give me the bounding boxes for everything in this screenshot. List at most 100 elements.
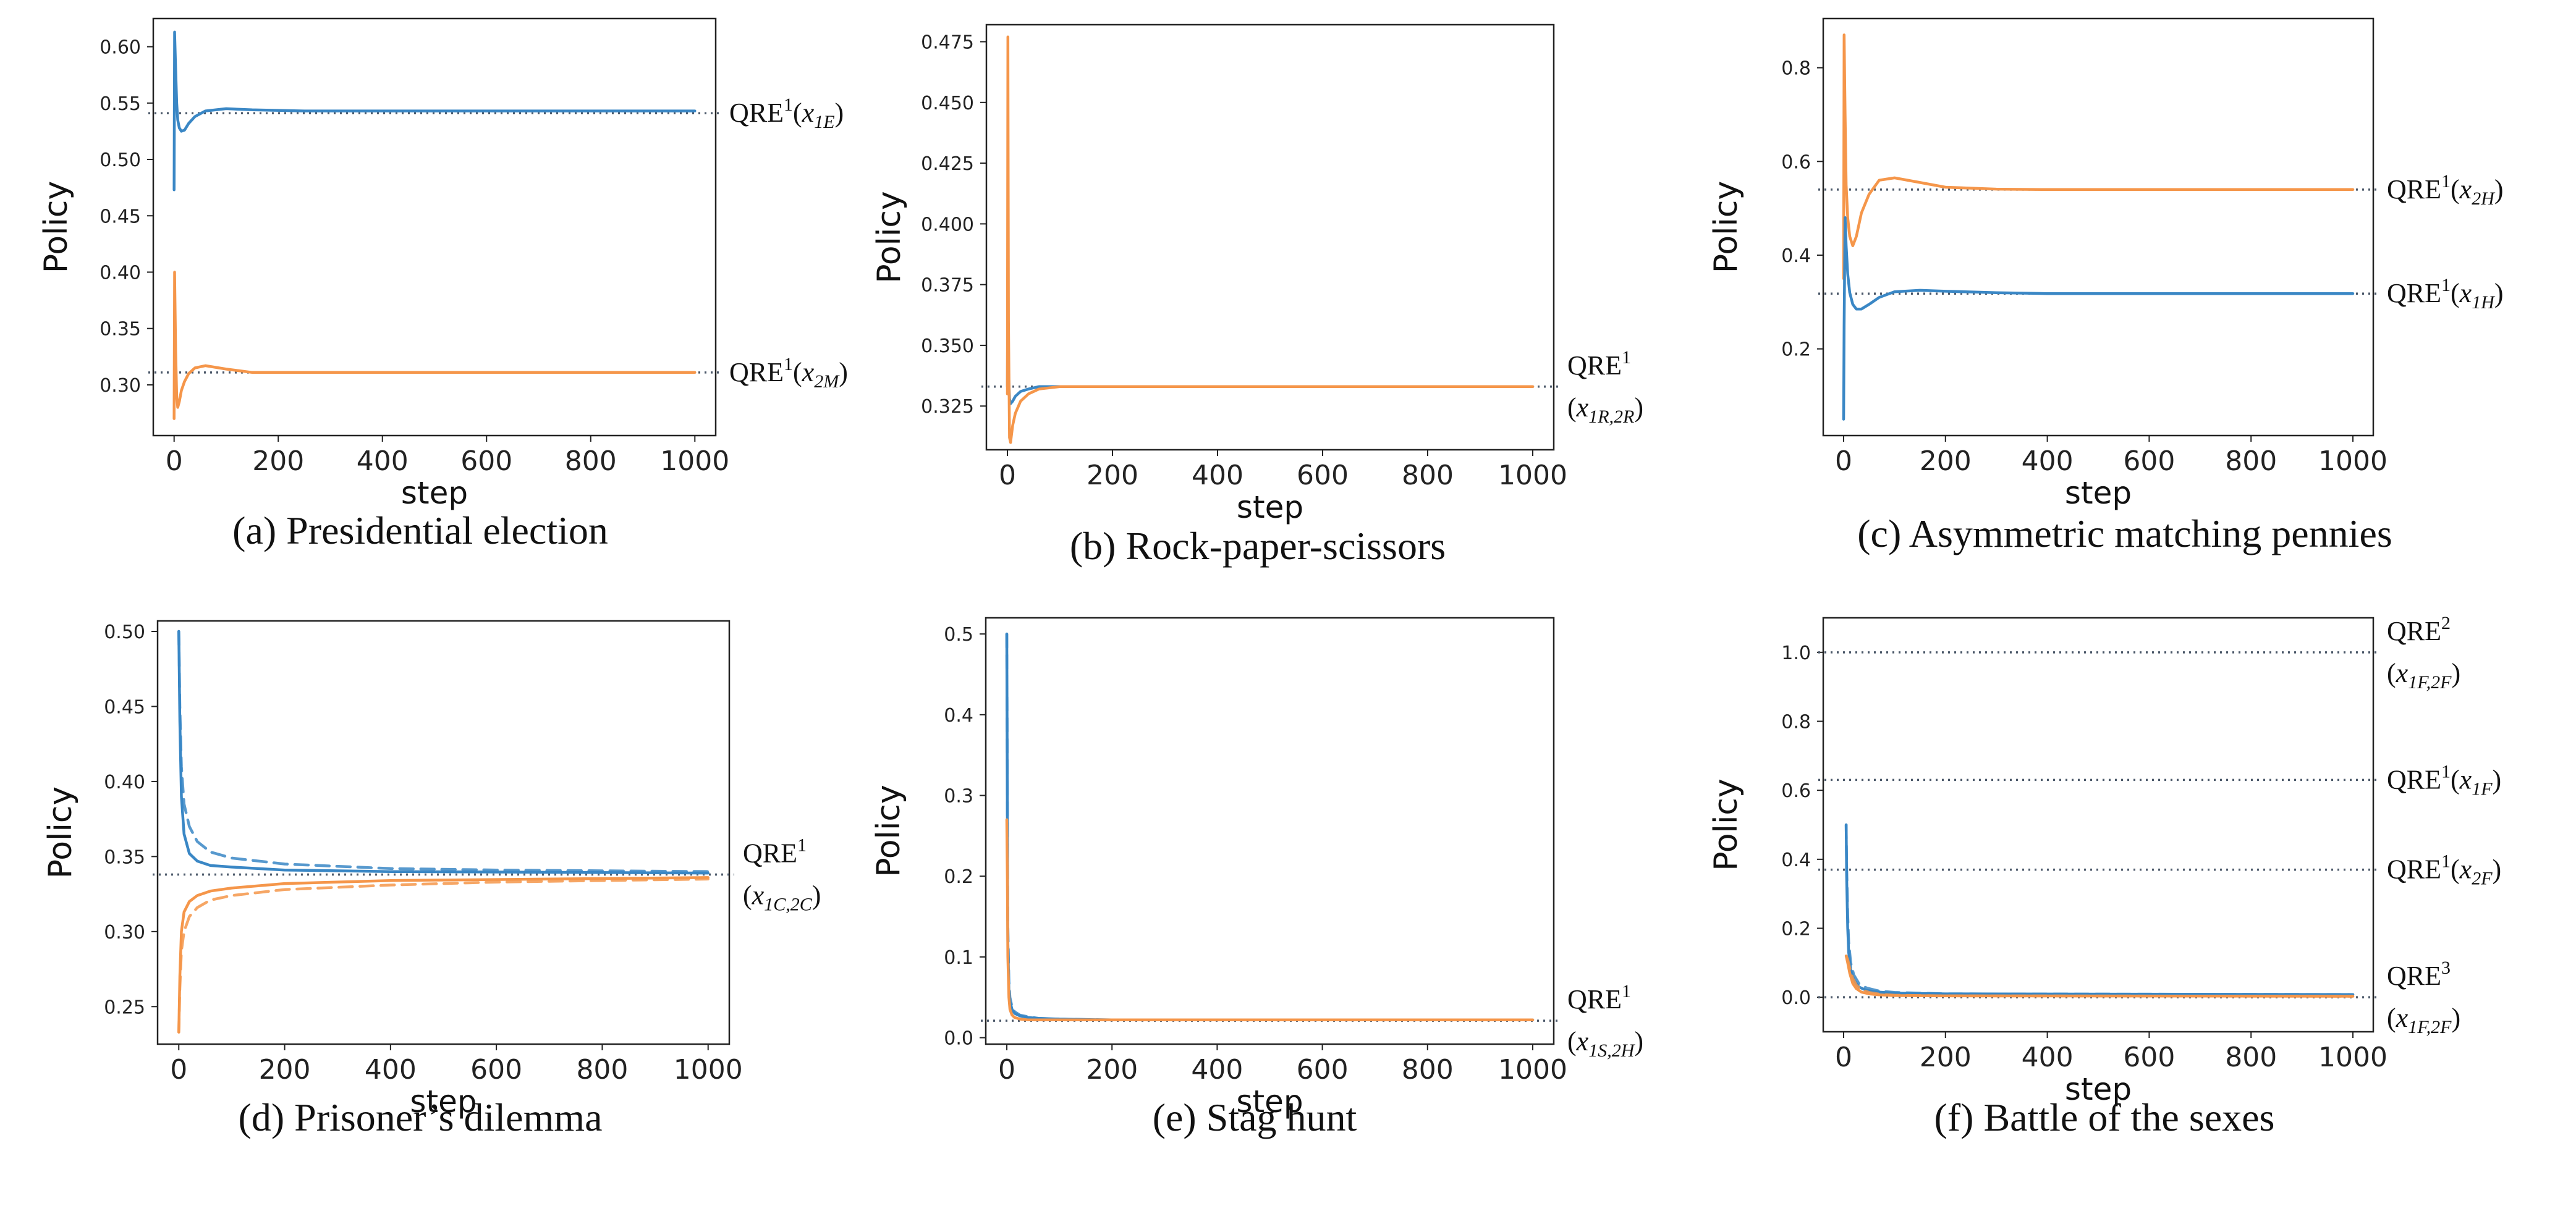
qre-annotation-name: QRE: [743, 838, 797, 869]
qre-annotation-line2: (x1R,2R): [1567, 392, 1643, 427]
x-tick-label: 200: [1086, 1054, 1138, 1086]
qre-annotation-variable: x: [2459, 174, 2472, 205]
x-tick-label: 1000: [1498, 1054, 1567, 1086]
qre-annotation-subscript: 1S,2H: [1588, 1040, 1636, 1061]
x-tick-label: 800: [565, 445, 617, 477]
x-tick-label: 400: [2022, 1042, 2074, 1073]
qre-annotation-superscript: 1: [2441, 171, 2451, 192]
qre-annotation-name: QRE: [1567, 984, 1622, 1014]
x-tick-label: 0: [170, 1054, 187, 1086]
qre-annotation-superscript: 3: [2441, 958, 2451, 978]
y-tick-label: 0.350: [921, 335, 974, 357]
qre-annotation-variable: x: [2396, 658, 2409, 688]
x-tick-label: 0: [998, 1054, 1015, 1086]
qre-annotation: QRE1(x1E): [729, 95, 844, 132]
qre-annotation-paren-open: (: [1567, 392, 1577, 423]
y-tick-label: 0.30: [100, 375, 141, 397]
y-tick-label: 0.2: [1781, 339, 1811, 361]
qre-annotation-variable: x: [752, 880, 765, 911]
series-line-blue-solid: [1005, 632, 1535, 1022]
qre-annotation-paren-open: (: [793, 357, 802, 387]
chart-panel-a: 0 200 400 600 800 1000 0.30 0.35 0.40 0.45 0.50 0.5…: [38, 17, 848, 552]
qre-annotation-paren-close: ): [2494, 278, 2504, 308]
series-group: [1842, 33, 2355, 421]
qre-annotation-line1: QRE1: [1567, 981, 1631, 1014]
qre-annotation-subscript: 1E: [814, 112, 834, 132]
panel-caption: (d) Prisoner’s dilemma: [239, 1095, 603, 1139]
qre-annotation-name: QRE: [2387, 961, 2441, 991]
qre-annotation: QRE1(x2M): [729, 354, 848, 392]
chart-panel-e: 0 200 400 600 800 1000 0.0 0.1 0.2 0.3 0.4 0.5 step P…: [870, 617, 1643, 1139]
qre-annotation-variable: x: [1576, 1026, 1589, 1056]
qre-annotation-name: QRE: [729, 357, 784, 387]
y-tick-label: 0.40: [104, 772, 145, 793]
qre-annotation: QRE1(x1F): [2387, 761, 2501, 799]
qre-annotation-superscript: 1: [2441, 851, 2451, 872]
x-tick-label: 1000: [1498, 460, 1567, 491]
qre-annotation-subscript: 1H: [2472, 292, 2496, 313]
chart-panel-d: 0 200 400 600 800 1000 0.25 0.30 0.35 0.40 0.45 0.5…: [42, 620, 821, 1139]
y-tick-label: 0.325: [921, 396, 974, 418]
series-group: [177, 630, 710, 1034]
y-tick-label: 0.4: [1781, 245, 1811, 267]
y-tick-label: 0.400: [921, 214, 974, 235]
qre-annotation-superscript: 1: [1622, 347, 1631, 368]
y-tick-label: 0.30: [104, 922, 145, 943]
qre-annotation: QRE1(x2F): [2387, 851, 2501, 889]
x-tick-label: 600: [2123, 445, 2175, 477]
y-tick-label: 0.50: [104, 622, 145, 643]
qre-annotation-superscript: 1: [2441, 761, 2451, 782]
y-tick-label: 0.35: [104, 846, 145, 868]
x-tick-label: 600: [1297, 460, 1349, 491]
qre-annotation-name: QRE: [729, 98, 784, 128]
x-tick-label: 800: [1402, 1054, 1454, 1086]
x-tick-label: 200: [1920, 1042, 1972, 1073]
y-tick-label: 0.3: [944, 786, 973, 808]
x-axis-label: step: [1236, 1084, 1303, 1120]
qre-annotation-paren-open: (: [2451, 854, 2460, 885]
qre-annotation-superscript: 1: [2441, 275, 2451, 295]
y-tick-label: 0.4: [944, 705, 973, 727]
qre-annotation: QRE1(x2H): [2387, 171, 2504, 209]
series-line-orange-solid: [177, 876, 710, 1034]
y-tick-label: 0.0: [944, 1028, 973, 1050]
x-tick-label: 200: [259, 1054, 311, 1086]
qre-annotation-superscript: 2: [2441, 613, 2451, 633]
qre-annotation-paren-open: (: [793, 98, 802, 128]
x-tick-label: 0: [999, 460, 1016, 491]
qre-annotation-paren-close: ): [835, 98, 844, 128]
series-line-blue-dashed: [1005, 632, 1535, 1022]
qre-annotation-name: QRE: [2387, 174, 2441, 205]
series-line-orange-solid: [172, 271, 697, 420]
qre-annotation-paren-close: ): [839, 357, 848, 387]
y-tick-label: 1.0: [1781, 643, 1811, 664]
y-tick-label: 0.8: [1781, 58, 1811, 80]
qre-annotation: QRE1(x1H): [2387, 275, 2504, 313]
panel-caption: (f) Battle of the sexes: [1934, 1095, 2275, 1139]
x-tick-label: 600: [2123, 1042, 2175, 1073]
y-tick-label: 0.1: [944, 947, 973, 969]
x-axis-label: step: [401, 475, 468, 511]
qre-annotation-line1: QRE2: [2387, 613, 2451, 646]
qre-annotation-subscript: 1C,2C: [764, 895, 813, 915]
qre-annotation-paren-close: ): [812, 880, 821, 911]
qre-annotation-paren-open: (: [2387, 1003, 2396, 1033]
y-axis-label: Policy: [870, 785, 907, 877]
qre-annotation-name: QRE: [1567, 350, 1622, 381]
y-tick-label: 0.50: [100, 150, 141, 171]
qre-annotation-name: QRE: [2387, 278, 2441, 308]
qre-annotation-variable: x: [2459, 854, 2472, 885]
series-line-orange-dashed: [1844, 954, 2355, 998]
y-tick-label: 0.0: [1781, 987, 1811, 1009]
y-tick-label: 0.60: [100, 37, 141, 59]
chart-panel-f: 0 200 400 600 800 1000 0.0 0.2 0.4 0.6 0.8 1.0 step P…: [1708, 613, 2501, 1139]
qre-annotation-paren-close: ): [2451, 658, 2460, 688]
qre-annotation-subscript: 2H: [2472, 188, 2496, 209]
qre-annotation-subscript: 1F: [2472, 778, 2493, 799]
qre-annotation-paren-open: (: [743, 880, 752, 911]
series-line-orange-solid: [1005, 818, 1535, 1022]
x-tick-label: 0: [1835, 445, 1852, 477]
y-axis-label: Policy: [42, 786, 79, 879]
qre-annotation-subscript: 2M: [814, 371, 840, 392]
series-line-blue-solid: [177, 630, 710, 875]
